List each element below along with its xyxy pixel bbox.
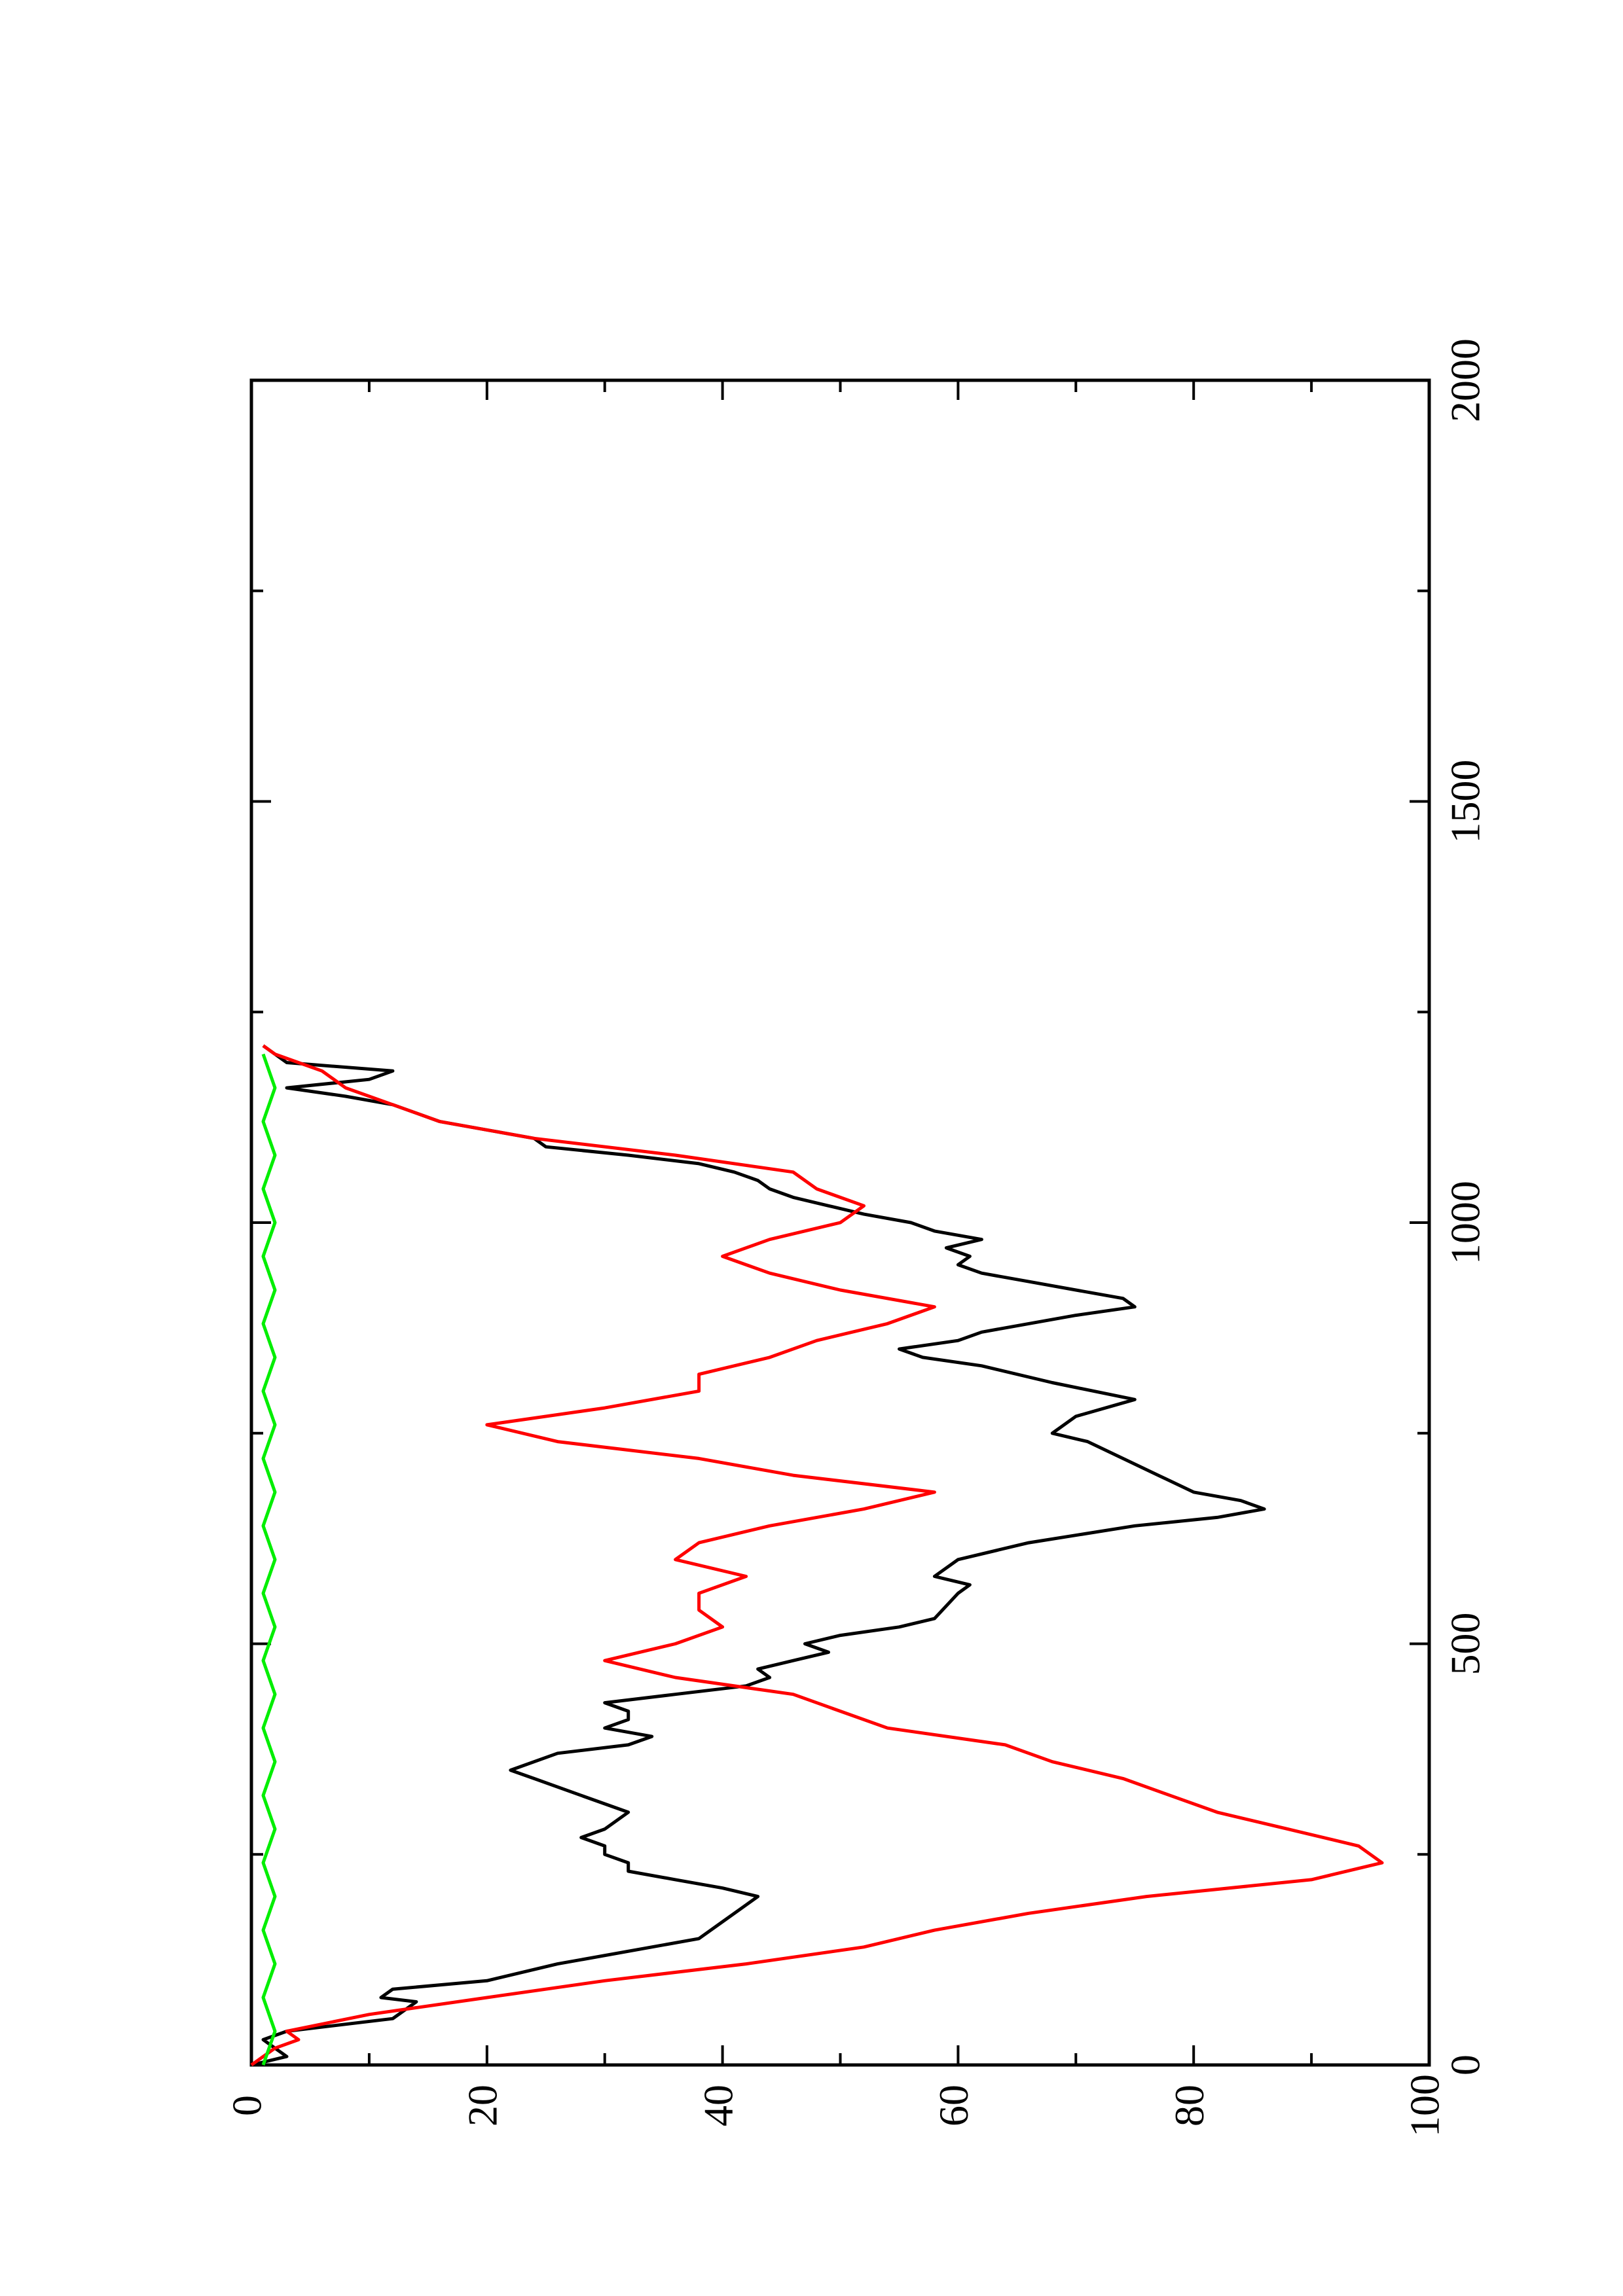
y-tick-label: 80 [1166,2085,1213,2126]
series-line-3 [261,1053,277,2066]
y-tick-label: 0 [224,2095,270,2116]
x-tick-label: 500 [1442,1613,1489,1676]
x-tick-label: 1000 [1442,1181,1489,1265]
y-tick-label: 40 [695,2085,741,2126]
y-tick-label: 100 [1402,2074,1448,2137]
x-tick-label: 1500 [1442,760,1489,844]
x-tick-label: 2000 [1442,338,1489,422]
y-tick-label: 60 [930,2085,977,2126]
y-tick-label: 20 [459,2085,505,2126]
data-series [250,1044,1384,2067]
axis-tick-labels: 0 500 1000 1500 2000 0 20 40 60 80 100 [224,338,1489,2137]
series-line-1 [251,1044,1266,2067]
x-tick-label: 0 [1442,2054,1489,2075]
series-line-2 [250,1044,1384,2067]
